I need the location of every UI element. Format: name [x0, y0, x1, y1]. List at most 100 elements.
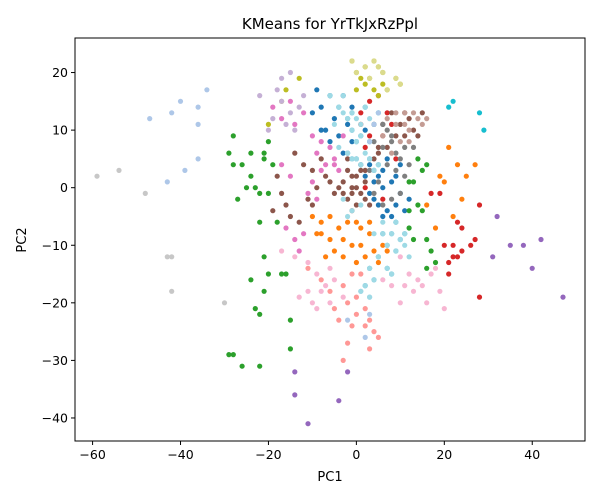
data-point [367, 202, 373, 208]
data-point [164, 179, 170, 185]
data-point [340, 179, 346, 185]
data-point [384, 127, 390, 133]
data-point [182, 167, 188, 173]
data-point [415, 202, 421, 208]
y-tick-label: 10 [52, 123, 68, 138]
y-tick-label: −40 [42, 410, 68, 425]
data-point [265, 121, 271, 127]
data-point [389, 121, 395, 127]
data-point [384, 265, 390, 271]
data-point [230, 162, 236, 168]
data-point [345, 219, 351, 225]
data-point [261, 150, 267, 156]
data-point [309, 133, 315, 139]
data-point [459, 248, 465, 254]
data-point [239, 363, 245, 369]
data-point [384, 162, 390, 168]
data-point [375, 162, 381, 168]
data-point [292, 127, 298, 133]
data-point [248, 173, 254, 179]
data-point [415, 156, 421, 162]
data-point [318, 277, 324, 283]
data-point [345, 196, 351, 202]
data-point [441, 242, 447, 248]
data-point [353, 116, 359, 122]
data-point [389, 150, 395, 156]
data-point [375, 202, 381, 208]
y-tick-label: 20 [52, 65, 68, 80]
data-point [375, 150, 381, 156]
data-point [362, 196, 368, 202]
data-point [415, 133, 421, 139]
data-point [358, 271, 364, 277]
data-point [283, 121, 289, 127]
data-point [353, 139, 359, 145]
data-point [375, 64, 381, 70]
data-point [296, 294, 302, 300]
data-point [402, 121, 408, 127]
data-point [397, 121, 403, 127]
data-point [358, 190, 364, 196]
data-point [274, 173, 280, 179]
data-point [287, 69, 293, 76]
data-point [476, 294, 483, 300]
data-point [327, 288, 333, 294]
data-point [353, 69, 359, 76]
data-point [384, 144, 390, 150]
data-point [358, 75, 364, 81]
data-point [261, 254, 267, 260]
data-point [327, 139, 333, 145]
data-point [169, 288, 175, 294]
data-point [446, 104, 452, 110]
data-point [371, 58, 377, 64]
data-point [279, 248, 285, 254]
data-point [358, 121, 364, 127]
data-point [397, 254, 403, 260]
data-point [340, 150, 346, 156]
data-point [367, 162, 373, 168]
data-point [367, 219, 373, 225]
data-point [380, 231, 386, 237]
data-point [314, 196, 320, 202]
data-point [292, 150, 298, 156]
data-point [362, 306, 368, 312]
data-point [389, 139, 395, 145]
x-tick-label: 40 [524, 447, 540, 462]
data-point [367, 346, 373, 352]
data-point [375, 173, 381, 179]
data-point [177, 98, 184, 104]
data-point [432, 265, 439, 271]
data-point [371, 231, 377, 237]
data-point [393, 156, 399, 162]
data-point [305, 190, 311, 196]
data-point [371, 179, 377, 185]
data-point [358, 110, 364, 116]
data-point [340, 357, 346, 363]
data-point [345, 156, 351, 162]
data-point [323, 283, 329, 289]
data-point [270, 104, 276, 110]
data-point [309, 110, 315, 116]
data-point [389, 179, 395, 185]
data-point [314, 87, 320, 93]
data-point [446, 144, 452, 150]
data-point [331, 162, 337, 168]
data-point [353, 294, 359, 300]
data-point [393, 248, 399, 254]
data-point [327, 236, 333, 243]
data-point [336, 167, 342, 173]
data-point [358, 162, 364, 168]
data-point [336, 185, 342, 191]
data-point [380, 213, 386, 220]
data-point [305, 288, 311, 294]
data-point [362, 283, 368, 289]
data-point [305, 196, 311, 202]
data-point [406, 254, 412, 260]
data-point [349, 242, 355, 248]
data-point [340, 93, 346, 99]
data-point [446, 259, 452, 266]
data-point [437, 288, 443, 294]
data-point [481, 127, 487, 133]
data-point [424, 265, 430, 271]
